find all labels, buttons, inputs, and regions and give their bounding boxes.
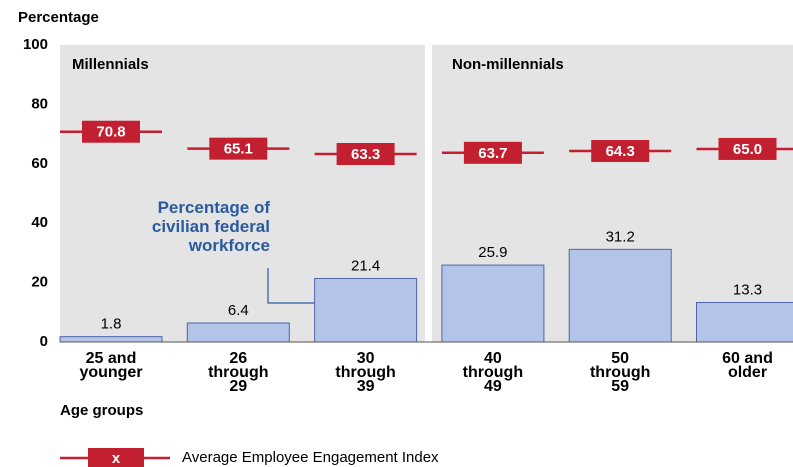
- annotation-leader: [267, 268, 327, 304]
- y-tick-label: 100: [23, 36, 48, 53]
- engagement-marker: [591, 140, 650, 163]
- legend-marker-label: x: [112, 450, 121, 467]
- y-tick-label: 40: [31, 214, 48, 231]
- bar-value-label: 6.4: [228, 302, 249, 319]
- engagement-label: 64.3: [606, 143, 635, 160]
- annotation: Percentage of civilian federal workforce: [151, 198, 270, 255]
- bar: [696, 301, 793, 343]
- engagement-marker: [82, 120, 140, 143]
- bar: [314, 277, 418, 343]
- engagement-label: 70.8: [96, 124, 125, 141]
- bar-value-label: 13.3: [733, 281, 762, 298]
- panel-label: Millennials: [72, 56, 149, 73]
- y-tick-label: 0: [40, 333, 48, 350]
- x-tick-label: 25 and younger: [79, 350, 143, 381]
- bar-value-label: 21.4: [351, 257, 380, 274]
- bar: [59, 336, 163, 343]
- engagement-marker: [209, 137, 268, 160]
- engagement-label: 65.1: [224, 141, 253, 158]
- engagement-label: 63.3: [351, 146, 380, 163]
- legend-marker: [88, 448, 144, 467]
- y-tick-label: 60: [31, 155, 48, 172]
- bar-value-label: 31.2: [606, 228, 635, 245]
- legend-label: Average Employee Engagement Index: [182, 449, 439, 466]
- x-tick-label: 30 through 39: [335, 350, 396, 395]
- y-tick-label: 20: [31, 274, 48, 291]
- x-tick-label: 40 through 49: [462, 350, 524, 395]
- engagement-marker: [336, 142, 395, 165]
- x-tick-label: 26 through 29: [208, 350, 269, 395]
- bar: [186, 322, 290, 343]
- bar-value-label: 25.9: [478, 244, 507, 261]
- panel-label: Non-millennials: [452, 56, 564, 73]
- y-tick-label: 80: [31, 95, 48, 112]
- engagement-label: 65.0: [733, 141, 762, 158]
- engagement-marker: [718, 137, 777, 160]
- y-axis-label: Percentage: [18, 9, 99, 26]
- x-axis-label: Age groups: [60, 402, 143, 419]
- x-tick-label: 60 and older: [722, 350, 773, 381]
- x-tick-label: 50 through 59: [589, 350, 651, 395]
- bar: [441, 264, 545, 343]
- engagement-marker: [463, 141, 522, 164]
- bar: [568, 248, 672, 343]
- bar-value-label: 1.8: [101, 316, 122, 333]
- engagement-label: 63.7: [478, 145, 507, 162]
